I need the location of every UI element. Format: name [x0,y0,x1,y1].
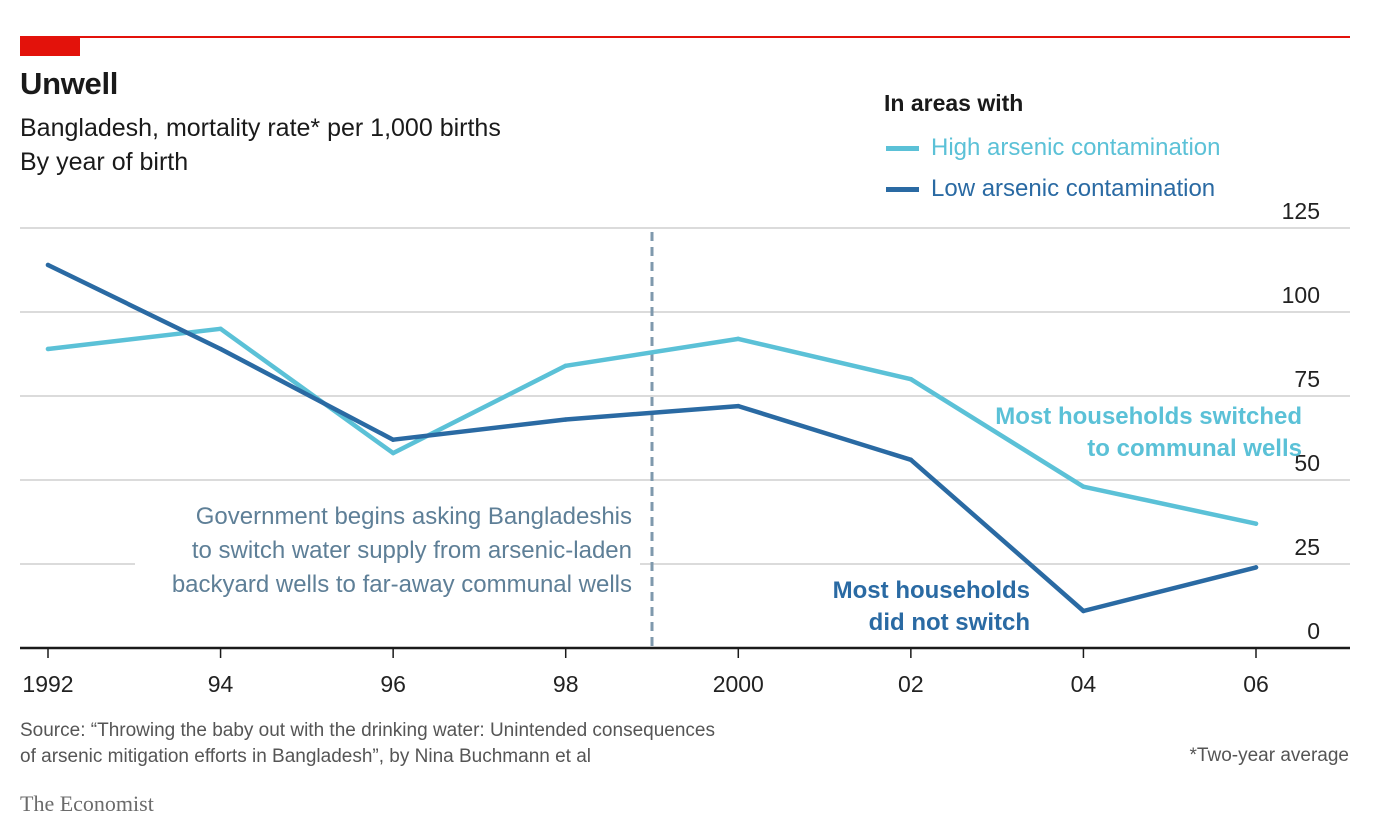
data-point-high [45,346,51,352]
data-point-high [563,363,568,368]
y-tick-label: 0 [1307,618,1320,644]
data-point-high [1081,484,1086,489]
x-tick-label: 2000 [713,671,764,697]
chart-subtitle-secondary: By year of birth [20,148,189,176]
y-tick-label: 50 [1294,450,1320,476]
data-point-low [1081,608,1086,614]
x-tick-label: 04 [1071,671,1097,697]
data-point-high [1253,521,1259,526]
footnote: *Two-year average [1189,745,1349,766]
series-line-high [45,326,1259,526]
data-point-low [45,262,51,268]
data-point-high [390,450,396,456]
source-note: Source: “Throwing the baby out with the … [20,718,820,770]
brand-tag [20,36,80,56]
high-series-annotation: Most households switched [995,403,1302,430]
x-tick-label: 02 [898,671,924,697]
publisher-logo: The Economist [20,791,154,816]
x-tick-label: 96 [380,671,406,697]
source-line: Source: “Throwing the baby out with the … [20,720,715,741]
legend-item-high: High arsenic contamination [886,134,1221,162]
y-tick-label: 125 [1282,198,1320,224]
y-tick-label: 25 [1294,534,1320,560]
top-rule [20,36,1350,38]
data-point-low [390,437,396,442]
x-tick-label: 1992 [22,671,73,697]
annotation-background [135,496,640,608]
data-point-low [908,457,914,463]
data-point-low [563,417,568,422]
data-point-high [736,336,741,342]
policy-annotation-line: backyard wells to far-away communal well… [172,571,632,598]
legend-item-low: Low arsenic contamination [886,175,1215,203]
policy-annotation-line: to switch water supply from arsenic-lade… [192,537,632,564]
policy-annotation-line: Government begins asking Bangladeshis [196,503,632,530]
data-point-low [218,346,223,352]
chart-title: Unwell [20,66,119,101]
legend-swatch-low [886,186,919,192]
source-line: of arsenic mitigation efforts in Banglad… [20,746,592,767]
x-tick-label: 98 [553,671,579,697]
data-point-low [736,403,741,409]
legend-label-high: High arsenic contamination [931,134,1221,161]
data-point-low [1253,565,1259,570]
x-tick-label: 94 [208,671,234,697]
chart-subtitle: Bangladesh, mortality rate* per 1,000 bi… [20,114,501,142]
low-series-annotation: did not switch [869,609,1030,636]
x-tick-label: 06 [1243,671,1269,697]
series-line-low [45,262,1259,614]
legend-title: In areas with [884,90,1024,116]
legend-label-low: Low arsenic contamination [931,175,1216,202]
high-series-annotation: to communal wells [1087,435,1302,462]
legend-swatch-high [886,145,919,151]
data-point-high [908,377,914,382]
y-tick-label: 75 [1294,366,1320,392]
y-tick-label: 100 [1282,282,1320,308]
low-series-annotation: Most households [833,577,1030,604]
data-point-high [218,326,223,331]
